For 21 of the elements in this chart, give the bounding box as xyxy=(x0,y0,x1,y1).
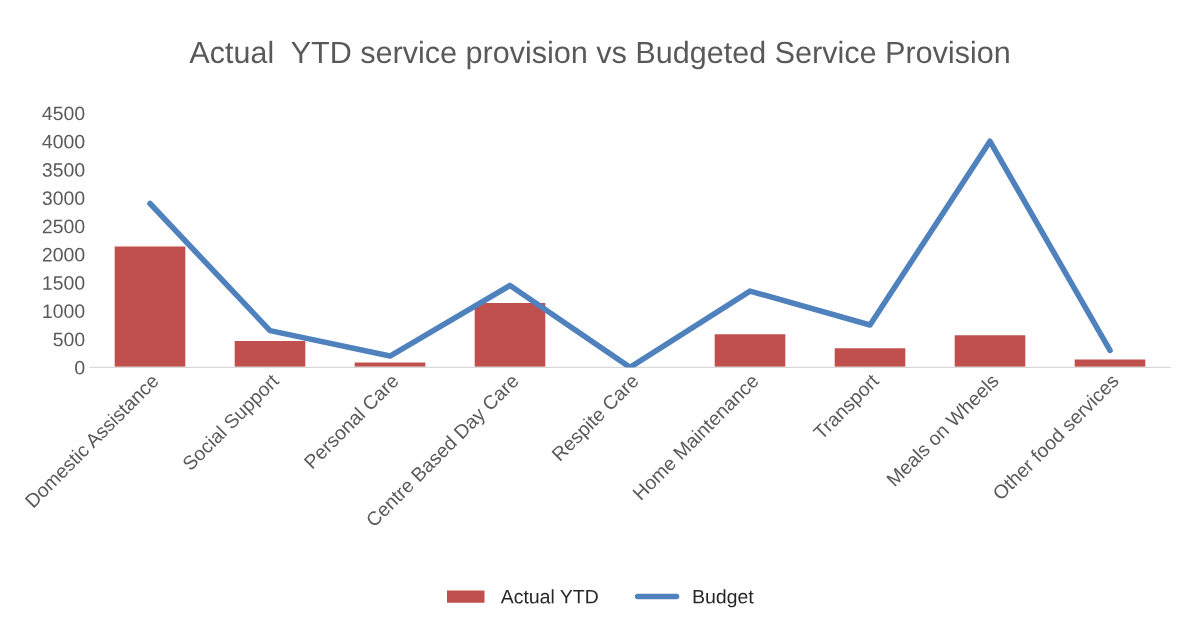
y-tick-label: 2500 xyxy=(42,219,85,234)
y-tick-label: 0 xyxy=(75,360,85,375)
chart-title: Actual YTD service provision vs Budgeted Service Provision xyxy=(189,40,1009,70)
bar xyxy=(833,346,907,368)
bar xyxy=(1073,358,1147,368)
bar xyxy=(713,332,787,368)
bar xyxy=(113,245,187,368)
y-tick-label: 2000 xyxy=(42,247,85,262)
y-tick-label: 1000 xyxy=(43,304,85,319)
y-tick-label: 4500 xyxy=(42,106,85,121)
y-tick-label: 500 xyxy=(53,332,85,347)
y-tick-label: 3000 xyxy=(42,191,85,206)
y-tick-label: 3500 xyxy=(42,163,85,177)
y-tick-label: 1500 xyxy=(43,276,85,290)
bar xyxy=(233,339,307,368)
legend-label: Budget xyxy=(693,589,754,608)
legend-label: Actual YTD xyxy=(500,589,598,604)
bar xyxy=(473,301,547,368)
bar xyxy=(353,361,427,368)
y-tick-label: 4000 xyxy=(42,134,85,149)
bar xyxy=(953,333,1027,368)
